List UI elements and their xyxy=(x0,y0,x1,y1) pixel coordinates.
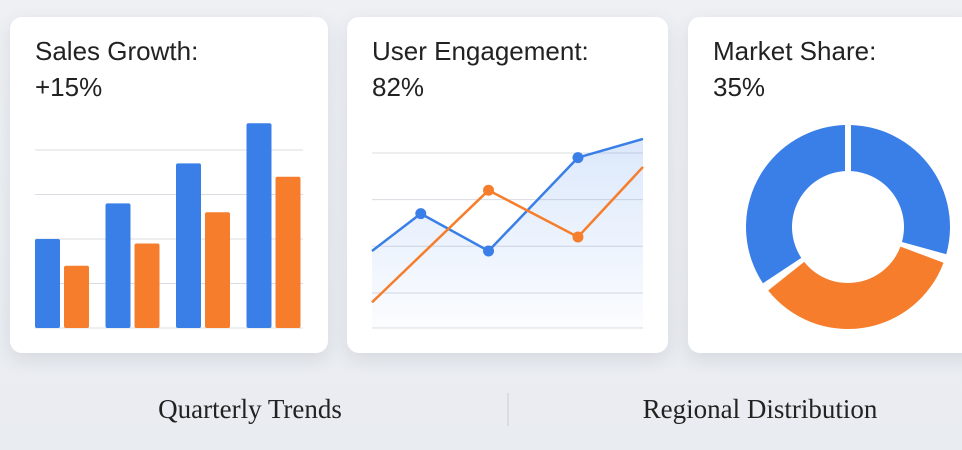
card xyxy=(10,17,328,353)
bar xyxy=(105,203,131,328)
line xyxy=(371,166,644,304)
chart-title: Sales Growth: xyxy=(35,36,198,66)
caption: Regional Distribution xyxy=(643,394,878,424)
chart-subtitle: 35% xyxy=(713,72,765,102)
bar xyxy=(176,163,201,328)
chart-title: Market Share: xyxy=(713,36,876,66)
caption: Quarterly Trends xyxy=(158,394,342,424)
point xyxy=(572,152,584,164)
chart-subtitle: 82% xyxy=(372,72,424,102)
bar xyxy=(35,239,60,328)
point xyxy=(572,231,584,243)
point xyxy=(483,184,495,196)
point xyxy=(415,208,427,220)
area-fill xyxy=(372,138,643,328)
donut-segment xyxy=(746,124,950,284)
bar xyxy=(205,212,230,328)
donut-segment xyxy=(768,246,944,330)
chart-subtitle: +15% xyxy=(35,72,102,102)
chart-title: User Engagement: xyxy=(372,36,589,66)
bar xyxy=(134,243,160,328)
bar xyxy=(64,265,89,328)
point xyxy=(483,245,495,257)
bar xyxy=(275,176,301,328)
bar xyxy=(246,123,272,328)
